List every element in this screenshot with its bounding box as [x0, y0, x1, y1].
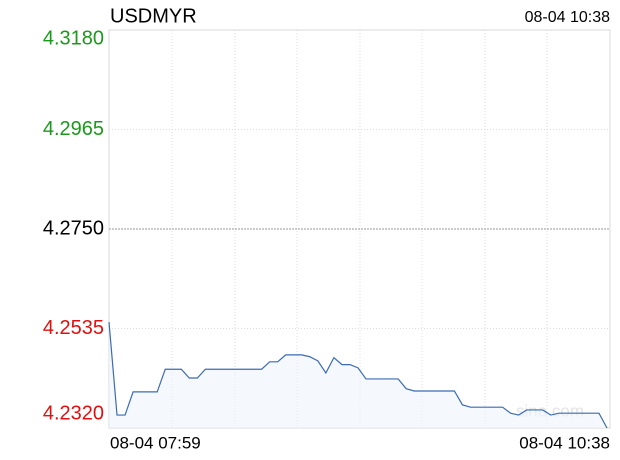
- price-line: [108, 321, 608, 429]
- timestamp: 08-04 10:38: [525, 9, 611, 26]
- x-tick-label: 08-04 10:38: [519, 433, 610, 452]
- y-tick-label: 4.2320: [43, 402, 104, 424]
- y-tick-label: 4.2535: [43, 317, 104, 339]
- chart-title: USDMYR: [110, 5, 197, 27]
- y-tick-label: 4.3180: [43, 27, 104, 49]
- y-tick-label: 4.2965: [43, 118, 104, 140]
- y-tick-label: 4.2750: [43, 217, 104, 239]
- x-tick-label: 08-04 07:59: [110, 433, 201, 452]
- area-fill: [109, 322, 607, 428]
